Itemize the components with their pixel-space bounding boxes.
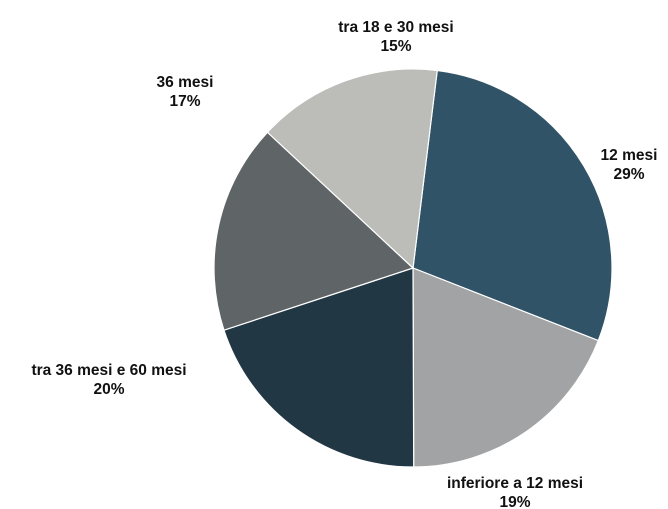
slice-value-label: 15%: [380, 38, 411, 55]
label-36-mesi: 36 mesi 17%: [157, 74, 214, 110]
label-inferiore-a-12-mesi: inferiore a 12 mesi 19%: [447, 475, 583, 509]
pie-slices: [213, 68, 613, 468]
label-12-mesi: 12 mesi 29%: [601, 147, 658, 183]
slice-label: inferiore a 12 mesi: [447, 475, 583, 492]
slice-value-label: 19%: [499, 494, 530, 509]
slice-value-label: 20%: [93, 381, 124, 398]
label-tra-18-e-30-mesi: tra 18 e 30 mesi 15%: [338, 19, 453, 55]
slice-label: tra 36 mesi e 60 mesi: [31, 362, 186, 379]
slice-value-label: 17%: [169, 93, 200, 110]
slice-label: tra 18 e 30 mesi: [338, 19, 453, 36]
slice-label: 12 mesi: [601, 147, 658, 164]
pie-slice-12-mesi: [412, 69, 613, 342]
pie-slice-tra-36-mesi-e-60-mesi: [223, 267, 415, 468]
slice-label: 36 mesi: [157, 74, 214, 91]
pie-slice-inferiore-a-12-mesi: [412, 267, 600, 468]
pie-slice-36-mesi: [213, 131, 415, 331]
slice-value-label: 29%: [613, 166, 644, 183]
pie-slice-tra-18-e-30-mesi: [266, 68, 438, 270]
label-tra-36-mesi-e-60-mesi: tra 36 mesi e 60 mesi 20%: [31, 362, 186, 398]
